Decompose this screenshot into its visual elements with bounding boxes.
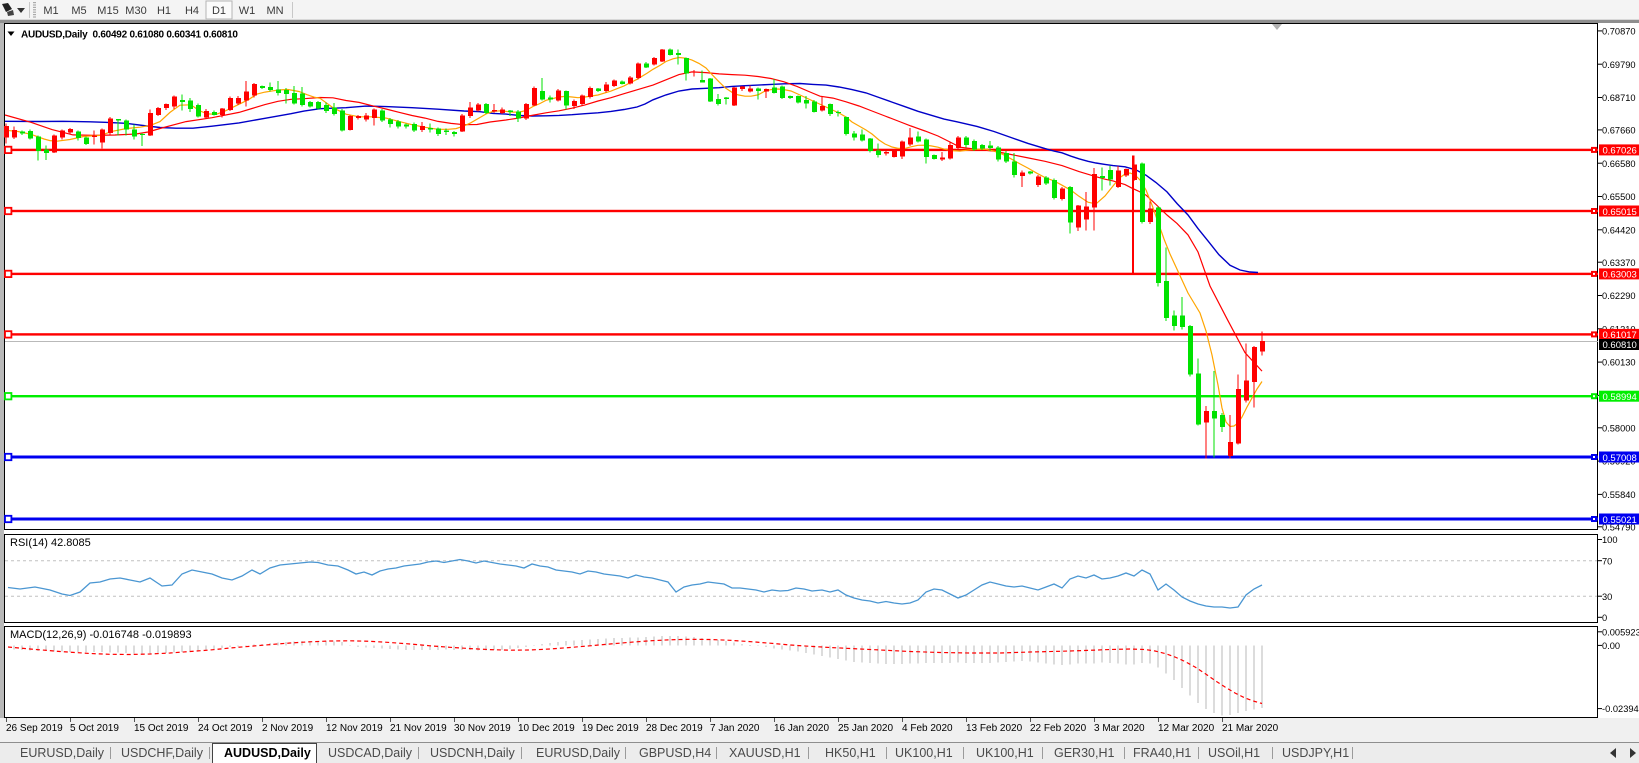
svg-text:USDCHF,Daily: USDCHF,Daily [121, 746, 204, 760]
svg-text:USDCNH,Daily: USDCNH,Daily [430, 746, 515, 760]
svg-text:USOil,H1: USOil,H1 [1208, 746, 1260, 760]
svg-text:EURUSD,Daily: EURUSD,Daily [536, 746, 621, 760]
svg-text:5 Oct 2019: 5 Oct 2019 [70, 723, 119, 734]
svg-text:21 Mar 2020: 21 Mar 2020 [1222, 723, 1279, 734]
svg-text:0.57008: 0.57008 [1603, 453, 1637, 464]
svg-text:4 Feb 2020: 4 Feb 2020 [902, 723, 953, 734]
svg-text:MN: MN [266, 5, 283, 17]
svg-text:2 Nov 2019: 2 Nov 2019 [262, 723, 314, 734]
svg-text:0: 0 [1602, 613, 1607, 623]
svg-text:AUDUSD,Daily: AUDUSD,Daily [224, 746, 311, 760]
svg-text:0.54790: 0.54790 [1602, 522, 1636, 532]
svg-text:HK50,H1: HK50,H1 [825, 746, 876, 760]
svg-text:GBPUSD,H4: GBPUSD,H4 [639, 746, 711, 760]
svg-text:M15: M15 [97, 5, 118, 17]
svg-text:D1: D1 [212, 5, 226, 17]
svg-text:7 Jan 2020: 7 Jan 2020 [710, 723, 760, 734]
svg-text:USDJPY,H1: USDJPY,H1 [1282, 746, 1349, 760]
svg-text:0.66580: 0.66580 [1602, 159, 1636, 169]
svg-text:RSI(14) 42.8085: RSI(14) 42.8085 [10, 537, 91, 549]
svg-text:22 Feb 2020: 22 Feb 2020 [1030, 723, 1087, 734]
svg-text:0.70870: 0.70870 [1602, 27, 1636, 37]
svg-text:M1: M1 [43, 5, 58, 17]
svg-text:W1: W1 [239, 5, 256, 17]
svg-text:0.55840: 0.55840 [1602, 490, 1636, 500]
svg-text:0.58994: 0.58994 [1603, 392, 1637, 403]
svg-text:0.64420: 0.64420 [1602, 225, 1636, 235]
svg-text:M5: M5 [71, 5, 86, 17]
svg-text:UK100,H1: UK100,H1 [976, 746, 1034, 760]
svg-text:H1: H1 [157, 5, 171, 17]
svg-text:0.63370: 0.63370 [1602, 258, 1636, 268]
svg-text:15 Oct 2019: 15 Oct 2019 [134, 723, 189, 734]
svg-text:GER30,H1: GER30,H1 [1054, 746, 1114, 760]
svg-text:12 Nov 2019: 12 Nov 2019 [326, 723, 383, 734]
svg-text:0.68710: 0.68710 [1602, 93, 1636, 103]
svg-text:0.60810: 0.60810 [1603, 340, 1637, 351]
svg-text:13 Feb 2020: 13 Feb 2020 [966, 723, 1023, 734]
svg-text:28 Dec 2019: 28 Dec 2019 [646, 723, 703, 734]
svg-text:0.61017: 0.61017 [1603, 330, 1637, 341]
svg-text:0.62290: 0.62290 [1602, 291, 1636, 301]
svg-text:0.60130: 0.60130 [1602, 358, 1636, 368]
svg-text:3 Mar 2020: 3 Mar 2020 [1094, 723, 1145, 734]
svg-text:21 Nov 2019: 21 Nov 2019 [390, 723, 447, 734]
svg-text:0.55021: 0.55021 [1603, 515, 1637, 526]
svg-text:XAUUSD,H1: XAUUSD,H1 [729, 746, 801, 760]
svg-text:0.65015: 0.65015 [1603, 207, 1637, 218]
svg-text:24 Oct 2019: 24 Oct 2019 [198, 723, 253, 734]
svg-text:0.00: 0.00 [1602, 641, 1620, 651]
svg-text:0.67660: 0.67660 [1602, 126, 1636, 136]
svg-text:0.69790: 0.69790 [1602, 60, 1636, 70]
svg-text:19 Dec 2019: 19 Dec 2019 [582, 723, 639, 734]
svg-text:0.58000: 0.58000 [1602, 423, 1636, 433]
svg-text:16 Jan 2020: 16 Jan 2020 [774, 723, 829, 734]
svg-text:0.67026: 0.67026 [1603, 146, 1637, 157]
svg-text:AUDUSD,Daily 0.60492 0.61080: AUDUSD,Daily 0.60492 0.61080 0.60341 0.6… [21, 30, 238, 41]
svg-text:USDCAD,Daily: USDCAD,Daily [328, 746, 413, 760]
svg-text:30 Nov 2019: 30 Nov 2019 [454, 723, 511, 734]
svg-text:26 Sep 2019: 26 Sep 2019 [6, 723, 63, 734]
svg-text:70: 70 [1602, 556, 1612, 566]
svg-text:12 Mar 2020: 12 Mar 2020 [1158, 723, 1215, 734]
svg-text:100: 100 [1602, 535, 1618, 545]
svg-text:25 Jan 2020: 25 Jan 2020 [838, 723, 893, 734]
svg-text:0.005923: 0.005923 [1602, 627, 1639, 637]
svg-text:0.63003: 0.63003 [1603, 270, 1637, 281]
svg-text:10 Dec 2019: 10 Dec 2019 [518, 723, 575, 734]
svg-text:FRA40,H1: FRA40,H1 [1133, 746, 1191, 760]
svg-text:M30: M30 [125, 5, 146, 17]
svg-text:UK100,H1: UK100,H1 [895, 746, 953, 760]
svg-text:H4: H4 [185, 5, 199, 17]
svg-text:30: 30 [1602, 592, 1612, 602]
svg-text:0.65500: 0.65500 [1602, 192, 1636, 202]
svg-text:-0.023944: -0.023944 [1602, 704, 1639, 714]
svg-text:EURUSD,Daily: EURUSD,Daily [20, 746, 105, 760]
svg-text:MACD(12,26,9) -0.016748 -0.019: MACD(12,26,9) -0.016748 -0.019893 [10, 629, 192, 641]
